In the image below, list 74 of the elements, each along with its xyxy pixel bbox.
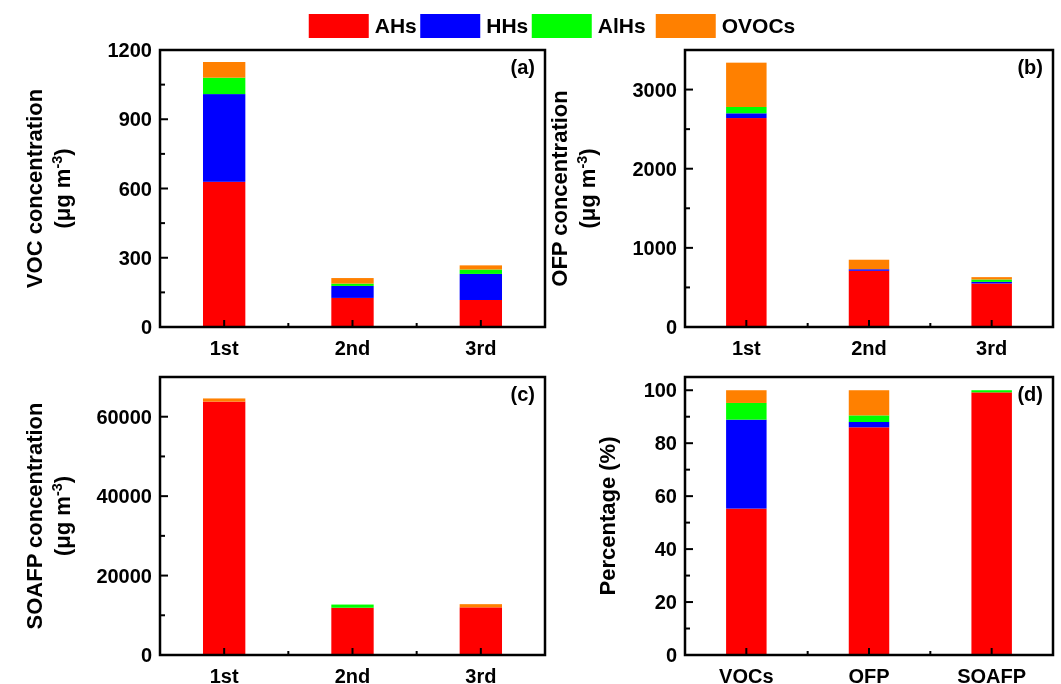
bar xyxy=(971,283,1012,327)
annotation: (a) xyxy=(510,56,535,78)
x-tick-label: 2nd xyxy=(334,337,371,359)
bar xyxy=(202,401,246,655)
bar xyxy=(202,398,246,402)
x-tick-label: OFP xyxy=(848,665,890,684)
bar xyxy=(202,94,246,182)
bar xyxy=(971,390,1012,393)
bar xyxy=(459,265,503,270)
y-tick-label: 1000 xyxy=(632,236,677,259)
x-tick-label: 1st xyxy=(209,665,239,684)
bar xyxy=(726,113,767,119)
bar xyxy=(848,415,890,423)
bar xyxy=(202,77,246,95)
y-tick-label: 20000 xyxy=(96,564,152,587)
bar xyxy=(331,604,374,608)
bar xyxy=(459,273,503,300)
y-tick-label: 600 xyxy=(118,177,152,200)
bar xyxy=(848,427,890,655)
y-tick-label: 80 xyxy=(654,432,677,455)
bar xyxy=(202,181,246,327)
annotation: (b) xyxy=(1017,56,1043,78)
y-tick-label: 1200 xyxy=(107,39,152,61)
bar xyxy=(726,419,767,509)
x-tick-label: SOAFP xyxy=(957,665,1027,684)
y-tick-label: 60 xyxy=(654,485,677,508)
bar xyxy=(331,297,374,327)
bar xyxy=(726,62,767,107)
bar xyxy=(459,604,503,608)
y-axis-title: Percentage (%) xyxy=(594,436,620,596)
y-tick-label: 300 xyxy=(118,246,152,269)
y-tick-label: 0 xyxy=(140,316,152,338)
y-tick-label: 900 xyxy=(118,108,152,131)
annotation: (c) xyxy=(510,383,535,405)
legend-label: AHs xyxy=(374,14,417,38)
x-tick-label: 2nd xyxy=(334,665,371,684)
bar xyxy=(726,390,767,403)
bar xyxy=(848,270,890,327)
bar xyxy=(331,607,374,655)
bar xyxy=(331,278,374,284)
annotation: (d) xyxy=(1017,383,1043,405)
x-tick-label: VOCs xyxy=(719,665,774,684)
x-tick-label: 2nd xyxy=(851,337,887,359)
bar xyxy=(726,106,767,114)
bar xyxy=(726,118,767,327)
x-tick-label: 1st xyxy=(209,337,239,359)
y-tick-label: 3000 xyxy=(632,78,677,101)
y-tick-label: 100 xyxy=(643,379,677,402)
bar xyxy=(331,285,374,298)
x-tick-label: 3rd xyxy=(465,337,497,359)
y-tick-label: 0 xyxy=(665,644,677,666)
legend-label: AlHs xyxy=(597,14,646,38)
bar xyxy=(848,422,890,428)
x-tick-label: 3rd xyxy=(465,665,497,684)
bar xyxy=(459,607,503,655)
y-tick-label: 40 xyxy=(654,538,677,561)
y-tick-label: 40000 xyxy=(96,485,152,508)
bar xyxy=(202,62,246,78)
y-tick-label: 0 xyxy=(140,644,152,666)
bar xyxy=(726,508,767,655)
y-tick-label: 0 xyxy=(665,316,677,338)
y-tick-label: 60000 xyxy=(96,405,152,428)
x-tick-label: 3rd xyxy=(976,337,1008,359)
bar xyxy=(848,390,890,416)
bar xyxy=(459,299,503,327)
legend-label: HHs xyxy=(486,14,529,38)
x-tick-label: 1st xyxy=(731,337,762,359)
bar xyxy=(971,392,1012,655)
y-tick-label: 2000 xyxy=(632,157,677,180)
y-tick-label: 20 xyxy=(654,591,677,614)
bar xyxy=(848,259,890,270)
bar xyxy=(459,269,503,274)
bar xyxy=(726,402,767,420)
legend-label: OVOCs xyxy=(721,14,796,38)
